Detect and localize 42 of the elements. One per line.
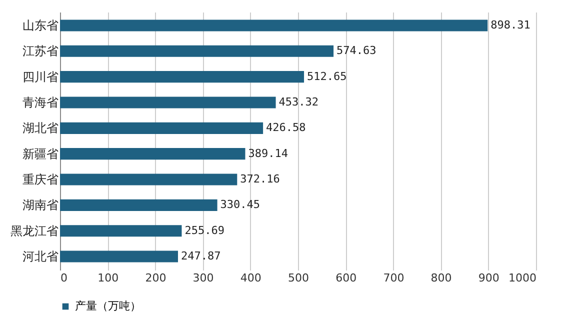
data-label: 372.16 (240, 172, 280, 186)
x-tick-label: 1000 (508, 272, 536, 284)
y-tick-label: 四川省 (22, 70, 58, 84)
y-tick-label: 山东省 (22, 18, 58, 32)
bar (60, 71, 304, 83)
y-tick-label: 湖南省 (22, 198, 58, 212)
bar (60, 45, 334, 57)
x-tick-label: 100 (98, 272, 119, 284)
x-tick-label: 300 (192, 272, 214, 284)
data-label: 512.65 (307, 70, 347, 83)
x-tick-label: 200 (145, 272, 166, 284)
legend-label: 产量（万吨） (75, 300, 141, 312)
y-tick-label: 青海省 (22, 95, 58, 110)
bar (60, 199, 218, 211)
bar (60, 250, 178, 262)
x-tick-label: 700 (383, 272, 404, 284)
x-tick-label: 400 (240, 272, 262, 284)
x-tick-label: 900 (478, 272, 500, 284)
x-tick-label: 500 (288, 272, 309, 284)
x-tick-label: 600 (336, 272, 357, 284)
bar (60, 174, 238, 186)
bar (60, 225, 182, 237)
y-tick-label: 河北省 (22, 250, 58, 264)
y-tick-label: 重庆省 (22, 172, 58, 187)
x-tick-label: 800 (430, 272, 452, 284)
data-label: 389.14 (248, 146, 288, 160)
data-label: 426.58 (266, 121, 306, 134)
y-tick-label: 湖北省 (22, 121, 58, 136)
data-label: 898.31 (490, 18, 530, 32)
bar (60, 96, 276, 108)
y-tick-label: 江苏省 (22, 44, 58, 58)
bar (60, 122, 264, 134)
bar (60, 20, 488, 32)
data-label: 247.87 (180, 250, 221, 263)
data-label: 453.32 (278, 95, 319, 108)
y-tick-label: 黑龙江省 (10, 224, 58, 238)
x-tick-label: 0 (60, 272, 68, 284)
y-tick-label: 新疆省 (22, 146, 58, 161)
data-label: 574.63 (336, 44, 376, 58)
bar (60, 148, 246, 160)
data-label: 255.69 (184, 224, 224, 237)
data-label: 330.45 (220, 198, 260, 212)
